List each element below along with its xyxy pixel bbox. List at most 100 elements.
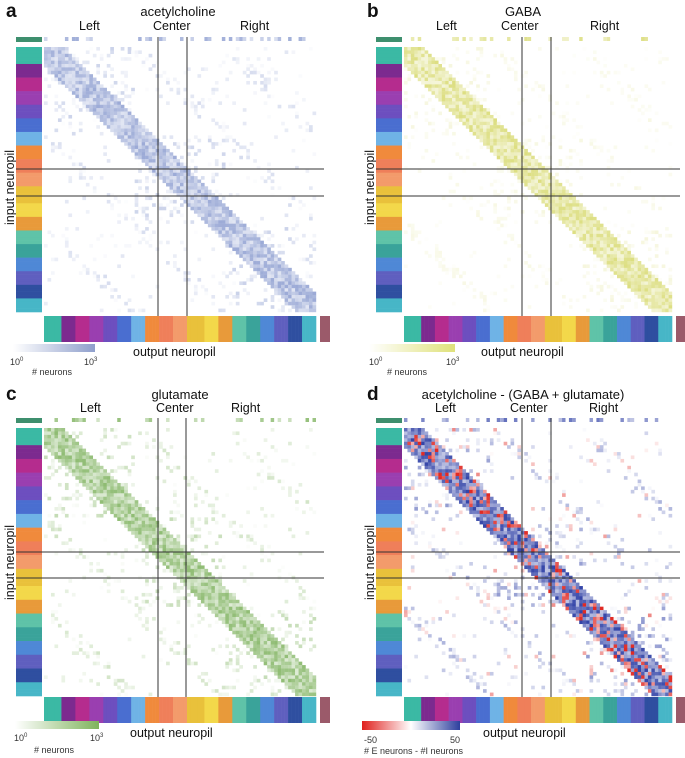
heatmap-cell — [145, 627, 149, 631]
heatmap-cell — [309, 216, 313, 221]
heatmap-cell — [89, 77, 94, 82]
heatmap-cell — [127, 493, 132, 497]
heatmap-cell — [50, 610, 55, 614]
heatmap-cell — [309, 685, 313, 690]
heatmap-cell — [180, 172, 184, 177]
column-neuropil-swatch — [141, 316, 146, 342]
heatmap-cell — [64, 513, 69, 518]
column-neuropil-swatch — [441, 697, 446, 723]
heatmap-cell — [131, 125, 135, 129]
heatmap-cell — [309, 128, 313, 133]
heatmap-cell — [465, 91, 470, 95]
row-neuropil-swatch — [16, 613, 42, 618]
heatmap-cell — [462, 101, 467, 105]
heatmap-cell — [183, 558, 188, 563]
heatmap-cell — [166, 551, 170, 556]
heatmap-cell — [173, 541, 177, 546]
column-neuropil-swatch — [61, 697, 66, 723]
heatmap-cell — [572, 213, 576, 218]
heatmap-cell — [71, 77, 76, 82]
heatmap-cell — [152, 616, 156, 621]
heatmap-cell — [586, 308, 590, 313]
row-neuropil-swatch — [376, 482, 402, 487]
heatmap-cell — [169, 186, 174, 190]
heatmap-cell — [654, 281, 659, 286]
heatmap-cell — [524, 159, 528, 163]
heatmap-cell — [298, 295, 303, 299]
heatmap-cell — [407, 63, 412, 68]
heatmap-cell — [555, 196, 559, 201]
heatmap-cell — [298, 74, 303, 78]
heatmap-cell — [486, 125, 491, 129]
heatmap-cell — [176, 87, 181, 92]
heatmap-cell — [239, 264, 243, 269]
heatmap-cell — [64, 630, 69, 635]
heatmap-cell — [204, 216, 209, 221]
heatmap-cell — [500, 131, 504, 136]
heatmap-cell — [162, 196, 167, 201]
heatmap-cell — [665, 121, 669, 126]
heatmap-cell — [134, 121, 139, 126]
heatmap-cell — [256, 472, 261, 477]
heatmap-cell — [510, 237, 515, 241]
heatmap-cell — [513, 138, 518, 143]
colorbar-max-label: 103 — [90, 733, 104, 743]
row-neuropil-swatch — [16, 295, 42, 299]
heatmap-cell — [99, 469, 104, 473]
row-neuropil-swatch — [376, 84, 402, 89]
heatmap-cell — [204, 189, 209, 194]
heatmap-cell — [284, 281, 289, 286]
heatmap-cell — [421, 434, 425, 439]
heatmap-cell — [606, 172, 611, 177]
heatmap-cell — [134, 179, 139, 184]
heatmap-cell — [173, 182, 177, 187]
row-neuropil-swatch — [16, 692, 42, 697]
heatmap-cell — [527, 152, 532, 156]
heatmap-cell — [661, 288, 666, 292]
column-neuropil-swatch — [298, 697, 303, 723]
row-neuropil-swatch — [16, 482, 42, 487]
heatmap-cell — [44, 445, 48, 449]
heatmap-cell — [214, 172, 219, 177]
heatmap-cell — [555, 193, 559, 197]
heatmap-cell — [141, 592, 146, 597]
heatmap-cell — [472, 162, 477, 167]
heatmap-cell — [565, 84, 570, 88]
heatmap-cell — [263, 267, 268, 272]
heatmap-cell — [434, 70, 439, 75]
heatmap-cell — [50, 520, 55, 525]
heatmap-cell — [414, 114, 418, 119]
heatmap-cell — [472, 131, 477, 136]
heatmap-cell — [274, 678, 278, 683]
heatmap-cell — [288, 298, 292, 303]
row-neuropil-swatch — [376, 291, 402, 296]
heatmap-cell — [106, 111, 111, 116]
heatmap-cell — [270, 257, 275, 262]
heatmap-cell — [117, 111, 121, 116]
heatmap-cell — [110, 428, 114, 432]
heatmap-cell — [176, 599, 181, 604]
section-right-label: Right — [590, 19, 620, 33]
heatmap-cell — [113, 493, 118, 497]
top-row-cell — [524, 37, 528, 41]
row-neuropil-swatch — [376, 524, 402, 528]
heatmap-cell — [277, 281, 282, 286]
heatmap-cell — [47, 47, 52, 51]
heatmap-cell — [267, 630, 271, 635]
heatmap-cell — [78, 169, 83, 173]
heatmap-cell — [47, 513, 52, 518]
heatmap-cell — [496, 155, 501, 160]
row-neuropil-swatch — [16, 244, 42, 248]
heatmap-cell — [555, 179, 559, 184]
heatmap-cell — [166, 169, 170, 173]
heatmap-cell — [78, 551, 83, 556]
heatmap-cell — [228, 616, 233, 621]
heatmap-cell — [197, 278, 202, 282]
heatmap-cell — [166, 152, 170, 156]
heatmap-cell — [204, 288, 209, 292]
heatmap-cell — [232, 244, 236, 248]
heatmap-cell — [469, 125, 473, 129]
heatmap-cell — [54, 74, 59, 78]
heatmap-cell — [500, 189, 504, 194]
heatmap-cell — [99, 84, 104, 88]
